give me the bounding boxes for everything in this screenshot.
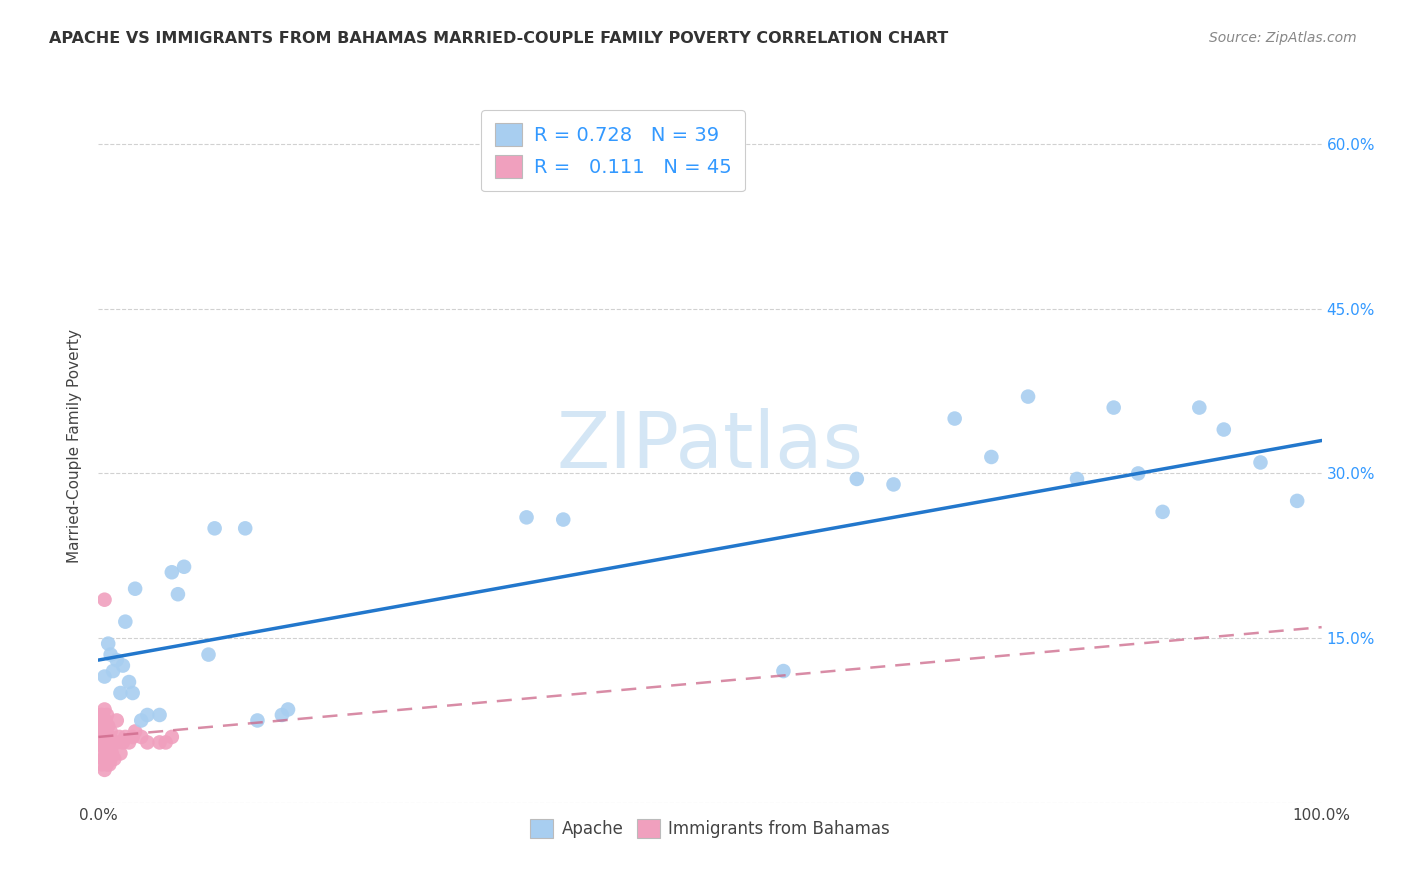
Point [129,730,152,744]
Legend: Apache, Immigrants from Bahamas: Apache, Immigrants from Bahamas [523,812,897,845]
Point [105,735,128,749]
Point [98,730,121,744]
Point [270,708,294,723]
Point [246,714,269,728]
Text: Source: ZipAtlas.com: Source: ZipAtlas.com [1209,31,1357,45]
Point [515,510,537,524]
Point [94,714,117,728]
Point [111,735,134,749]
Point [124,582,146,596]
Point [277,702,299,716]
Point [114,615,136,629]
Point [1249,455,1271,469]
Point [90,735,112,749]
Point [114,730,136,744]
Point [97,747,120,761]
Point [100,724,122,739]
Point [1102,401,1125,415]
Point [553,512,575,526]
Point [91,708,114,723]
Point [173,559,195,574]
Point [91,724,114,739]
Point [96,757,118,772]
Point [980,450,1002,464]
Point [93,592,115,607]
Text: APACHE VS IMMIGRANTS FROM BAHAMAS MARRIED-COUPLE FAMILY POVERTY CORRELATION CHAR: APACHE VS IMMIGRANTS FROM BAHAMAS MARRIE… [49,31,949,46]
Point [1017,390,1039,404]
Point [136,708,159,723]
Point [160,730,183,744]
Point [149,708,172,723]
Point [129,714,152,728]
Point [103,752,125,766]
Point [124,724,146,739]
Point [160,566,183,580]
Point [111,658,134,673]
Point [197,648,219,662]
Point [93,763,115,777]
Point [167,587,190,601]
Point [101,664,124,678]
Y-axis label: Married-Couple Family Poverty: Married-Couple Family Poverty [67,329,83,563]
Point [91,757,114,772]
Point [93,740,115,755]
Point [101,747,124,761]
Point [101,735,124,749]
Point [94,752,117,766]
Point [118,675,141,690]
Point [772,664,794,678]
Point [93,702,115,716]
Point [100,648,122,662]
Point [121,686,143,700]
Point [91,714,114,728]
Point [118,735,141,749]
Point [100,752,122,766]
Point [1128,467,1150,481]
Point [1188,401,1211,415]
Point [136,735,159,749]
Point [943,411,966,425]
Point [121,730,143,744]
Point [105,653,128,667]
Point [110,686,132,700]
Point [91,752,114,766]
Point [105,714,128,728]
Point [1152,505,1174,519]
Point [93,669,115,683]
Point [89,714,111,728]
Point [845,472,868,486]
Point [87,724,110,739]
Point [1066,472,1088,486]
Point [110,747,132,761]
Point [883,477,905,491]
Point [97,637,120,651]
Point [1212,423,1234,437]
Point [91,730,114,744]
Point [155,735,177,749]
Point [1286,494,1309,508]
Point [90,708,112,723]
Text: ZIPatlas: ZIPatlas [557,408,863,484]
Point [204,521,226,535]
Point [96,735,118,749]
Point [233,521,256,535]
Point [93,724,115,739]
Point [149,735,172,749]
Point [96,708,118,723]
Point [108,730,131,744]
Point [97,719,120,733]
Point [89,735,111,749]
Point [90,747,112,761]
Point [98,757,121,772]
